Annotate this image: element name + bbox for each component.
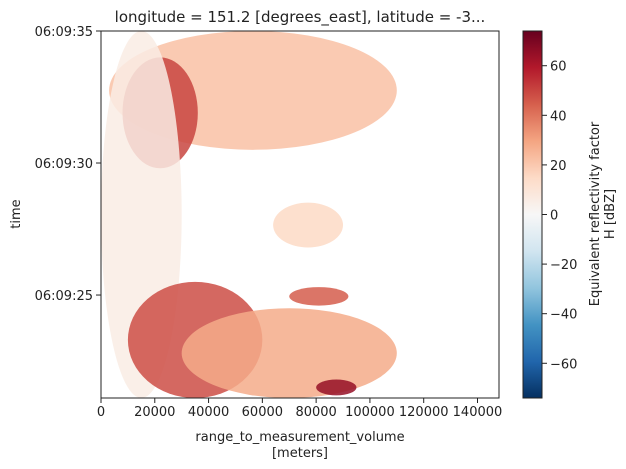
x-axis-units: [meters]: [272, 446, 328, 461]
x-tick-label: 100000: [345, 405, 395, 420]
colorbar-tick-label: −20: [550, 258, 577, 273]
x-axis: 0 20000 40000 60000 80000 100000 120000 140000: [97, 398, 502, 420]
y-axis: 06:09:25 06:09:30 06:09:35: [35, 25, 101, 304]
y-tick-label: 06:09:25: [35, 289, 93, 304]
x-tick-label: 60000: [242, 405, 283, 420]
y-axis-label: time: [9, 199, 24, 228]
chart-title: longitude = 151.2 [degrees_east], latitu…: [115, 8, 486, 27]
x-tick-label: 0: [97, 405, 105, 420]
heatmap-plot-area: [100, 30, 500, 399]
x-tick-label: 20000: [134, 405, 175, 420]
echo-feature-5: [181, 308, 397, 398]
y-tick-label: 06:09:30: [35, 157, 93, 172]
colorbar-tick-label: −40: [550, 308, 577, 323]
colorbar: 60 40 20 0 −20 −40 −60 Equivalent reflectivity…: [522, 30, 618, 399]
x-tick-label: 120000: [399, 405, 449, 420]
colorbar-tick-label: 60: [550, 60, 567, 75]
echo-feature-6: [316, 379, 357, 396]
colorbar-tick-label: 20: [550, 159, 567, 174]
colorbar-tick-label: −60: [550, 357, 577, 372]
colorbar-label-line2: H [dBZ]: [603, 189, 618, 239]
echo-feature-7: [289, 287, 349, 306]
colorbar-tick-label: 40: [550, 109, 567, 124]
colorbar-tick-label: 0: [550, 209, 558, 224]
x-axis-label: range_to_measurement_volume: [195, 430, 404, 445]
colorbar-label-line1: Equivalent reflectivity factor: [588, 121, 603, 306]
x-tick-label: 40000: [188, 405, 229, 420]
echo-feature-3: [273, 202, 344, 248]
x-tick-label: 140000: [453, 405, 503, 420]
x-tick-label: 80000: [295, 405, 336, 420]
reflectivity-field: [101, 30, 397, 398]
y-tick-label: 06:09:35: [35, 25, 93, 40]
